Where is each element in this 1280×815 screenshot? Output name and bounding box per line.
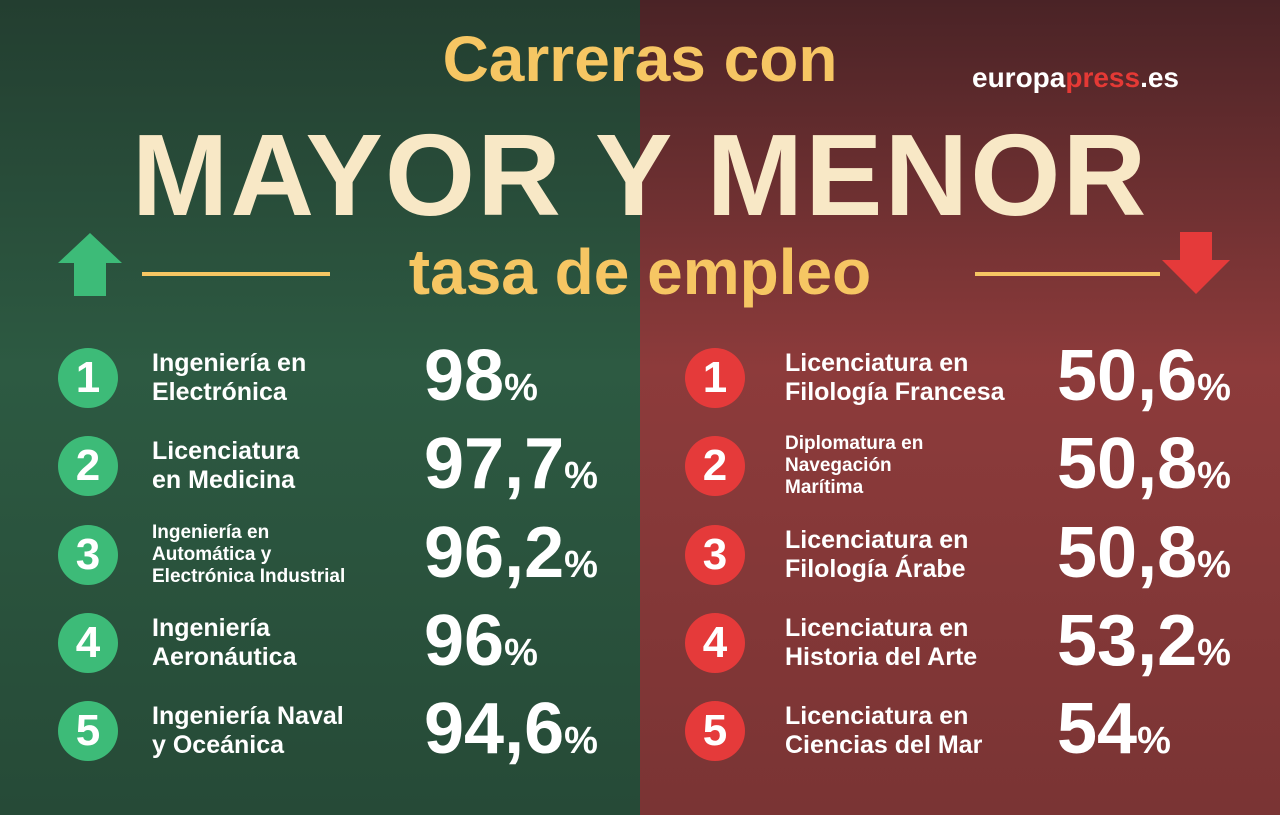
name-line: Aeronáutica [152, 643, 297, 671]
value-unit: % [1197, 544, 1231, 586]
value-number: 50,6 [1057, 336, 1198, 416]
name-line: Ingeniería [152, 614, 271, 643]
value-unit: % [504, 632, 538, 674]
rank-circle: 3 [58, 525, 118, 585]
item-value: 96,2% [424, 517, 598, 589]
rank-circle: 4 [685, 613, 745, 673]
value-number: 53,2 [1057, 601, 1198, 681]
rank-circle: 5 [685, 701, 745, 761]
value-unit: % [564, 544, 598, 586]
item-value: 94,6% [424, 693, 598, 765]
value-unit: % [1197, 367, 1231, 409]
item-name: Ingeniería en Automática y Electrónica Ind… [152, 522, 345, 588]
down-arrow [1162, 232, 1230, 294]
item-name: Licenciatura en Historia del Arte [785, 614, 977, 672]
value-unit: % [1197, 632, 1231, 674]
item-value: 50,8% [1057, 428, 1231, 500]
name-line: Electrónica Industrial [152, 565, 346, 587]
name-line: Licenciatura en [785, 526, 969, 555]
value-number: 94,6 [424, 689, 565, 769]
value-number: 97,7 [424, 424, 565, 504]
item-name: Ingeniería Naval y Oceánica [152, 702, 344, 760]
value-unit: % [504, 367, 538, 409]
rank-circle: 2 [58, 436, 118, 496]
name-line: Licenciatura [152, 437, 300, 466]
brand-part: .es [1140, 62, 1180, 93]
item-name: Diplomatura en Navegación Marítima [785, 433, 923, 499]
item-name: Ingeniería en Electrónica [152, 349, 306, 407]
brand: europapress.es [972, 62, 1179, 94]
rank-circle: 2 [685, 436, 745, 496]
item-name: Licenciatura en Medicina [152, 437, 299, 495]
item-value: 50,8% [1057, 517, 1231, 589]
title-line3: tasa de empleo [408, 236, 872, 308]
item-value: 54% [1057, 693, 1171, 765]
name-line: en Medicina [152, 466, 296, 494]
title-line1: Carreras con [442, 23, 838, 95]
rank-circle: 1 [58, 348, 118, 408]
value-number: 98 [424, 336, 505, 416]
name-line: Ingeniería en [152, 349, 307, 378]
value-unit: % [564, 455, 598, 497]
title-line2: MAYOR Y MENOR [131, 110, 1149, 240]
right-panel [640, 0, 1280, 815]
value-number: 96 [424, 601, 505, 681]
name-line: Diplomatura en [785, 433, 924, 455]
name-line: Filología Árabe [785, 555, 966, 583]
item-value: 53,2% [1057, 605, 1231, 677]
rank-circle: 5 [58, 701, 118, 761]
value-number: 50,8 [1057, 424, 1198, 504]
item-value: 97,7% [424, 428, 598, 500]
item-value: 98% [424, 340, 538, 412]
name-line: Filología Francesa [785, 378, 1005, 406]
value-unit: % [564, 720, 598, 762]
name-line: Licenciatura en [785, 614, 969, 643]
item-name: Ingeniería Aeronáutica [152, 614, 296, 672]
item-value: 50,6% [1057, 340, 1231, 412]
rank-circle: 1 [685, 348, 745, 408]
item-name: Licenciatura en Filología Árabe [785, 526, 968, 584]
name-line: Marítima [785, 476, 864, 498]
rank-circle: 3 [685, 525, 745, 585]
value-unit: % [1197, 455, 1231, 497]
name-line: Navegación [785, 455, 892, 477]
name-line: Electrónica [152, 378, 287, 406]
name-line: Ingeniería en [152, 522, 270, 544]
up-arrow [58, 233, 122, 296]
name-line: Automática y [152, 544, 272, 566]
left-panel [0, 0, 640, 815]
brand-part: press [1065, 62, 1141, 93]
name-line: Ingeniería Naval [152, 702, 344, 731]
rank-circle: 4 [58, 613, 118, 673]
value-number: 96,2 [424, 513, 565, 593]
value-unit: % [1137, 720, 1171, 762]
item-name: Licenciatura en Ciencias del Mar [785, 702, 982, 760]
name-line: Historia del Arte [785, 643, 978, 671]
item-value: 96% [424, 605, 538, 677]
value-number: 54 [1057, 689, 1138, 769]
name-line: Licenciatura en [785, 702, 969, 731]
item-name: Licenciatura en Filología Francesa [785, 349, 1005, 407]
name-line: y Oceánica [152, 731, 285, 759]
name-line: Ciencias del Mar [785, 731, 983, 759]
name-line: Licenciatura en [785, 349, 969, 378]
brand-part: europa [972, 62, 1066, 93]
value-number: 50,8 [1057, 513, 1198, 593]
